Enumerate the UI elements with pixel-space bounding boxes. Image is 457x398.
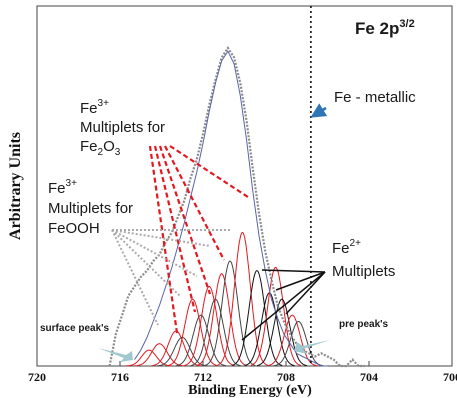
- x-tick-label-708: 708: [277, 370, 295, 384]
- pre-peaks-label: pre peak's: [339, 319, 389, 330]
- x-axis-ticks: 720 716 712 708 704 700: [28, 361, 457, 384]
- component-peak-2: [134, 343, 185, 367]
- component-peak-9: [196, 273, 247, 366]
- plot-frame: [36, 5, 453, 367]
- chart-title-superscript: 3/2: [399, 18, 414, 30]
- component-peak-12: [232, 270, 283, 366]
- x-tick-label-712: 712: [194, 370, 212, 384]
- fe2o3-leaders: [148, 145, 249, 334]
- fe3-ooh-label: Fe3+ Multiplets for FeOOH: [48, 173, 137, 237]
- fit-components: [126, 231, 324, 367]
- component-peak-3: [151, 330, 202, 367]
- surface-peaks-label: surface peak's: [40, 323, 110, 334]
- fe3-oxide-label: Fe3+ Multiplets for Fe2O3: [80, 93, 169, 158]
- y-axis-label: Arbitrary Units: [7, 132, 24, 240]
- x-tick-label-704: 704: [360, 370, 378, 384]
- component-peak-7: [184, 285, 235, 366]
- x-axis-label: Binding Energy (eV): [188, 383, 312, 398]
- fe2-label: Fe2+ Multiplets: [332, 233, 395, 280]
- data-series: [108, 45, 365, 368]
- x-tick-label-716: 716: [111, 370, 129, 384]
- component-peak-1: [126, 349, 173, 367]
- x-tick-label-700: 700: [443, 370, 457, 384]
- component-peak-17: [273, 321, 324, 367]
- feooh-leaders: [111, 229, 231, 326]
- measured-series: [108, 45, 365, 368]
- component-peak-5: [167, 298, 218, 367]
- x-tick-label-720: 720: [28, 370, 46, 384]
- surface-peak-arrow: [98, 348, 133, 362]
- component-peak-6: [176, 314, 227, 367]
- component-peak-15: [257, 298, 308, 367]
- chart-title: Fe 2p3/2: [355, 18, 415, 38]
- component-peak-14: [250, 267, 302, 366]
- component-peak-16: [267, 314, 318, 367]
- component-peak-11: [217, 231, 268, 366]
- component-peak-10: [205, 260, 256, 366]
- fe-metallic-label: Fe - metallic: [334, 89, 416, 106]
- pre-peak-arrow: [294, 340, 330, 354]
- fe2-leaders: [241, 269, 326, 341]
- fe-metallic-arrow: [310, 103, 328, 118]
